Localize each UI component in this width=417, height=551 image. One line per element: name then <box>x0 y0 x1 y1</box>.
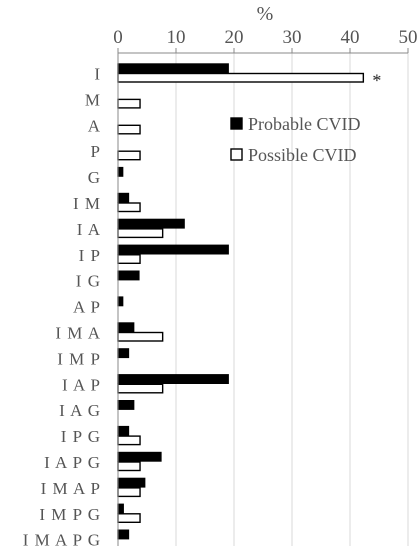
legend-label-possible: Possible CVID <box>248 145 357 165</box>
x-tick-label: 20 <box>225 27 244 48</box>
bar-probable <box>117 63 229 74</box>
category-label: I A P <box>62 375 101 394</box>
category-label: I M A <box>55 324 101 343</box>
category-label: M <box>85 90 101 109</box>
bar-possible <box>117 254 141 265</box>
bar-possible <box>117 124 141 135</box>
bar-probable <box>117 348 130 359</box>
x-tick-label: 30 <box>283 27 302 48</box>
x-tick-label: 40 <box>341 27 360 48</box>
category-label: I M <box>73 194 101 213</box>
category-label: I P G <box>61 427 101 446</box>
legend-swatch-possible <box>230 148 243 161</box>
category-label: A P <box>73 298 101 317</box>
category-label: I M A P <box>41 479 101 498</box>
bar-probable <box>117 270 140 281</box>
bar-probable <box>117 296 124 307</box>
bar-probable <box>117 425 130 436</box>
bar-probable <box>117 218 185 229</box>
bar-possible <box>117 150 141 161</box>
category-label: A <box>88 116 101 135</box>
bar-possible <box>117 487 141 498</box>
bar-possible <box>117 461 141 472</box>
category-label: I A <box>77 220 101 239</box>
category-label: P <box>91 142 101 161</box>
category-label: I A G <box>59 401 101 420</box>
bar-probable <box>117 400 135 410</box>
bar-probable <box>117 503 124 514</box>
category-label: I P <box>79 246 101 265</box>
bar-possible <box>117 513 141 523</box>
legend: Probable CVID Possible CVID <box>230 114 360 165</box>
bar-probable <box>117 166 124 177</box>
bar-probable <box>117 529 130 540</box>
legend-label-probable: Probable CVID <box>248 114 360 134</box>
bar-probable <box>117 322 135 333</box>
bar-possible <box>117 383 164 394</box>
annotations: * <box>372 71 381 91</box>
x-tick-label: 50 <box>399 27 417 48</box>
bar-probable <box>117 451 162 462</box>
bar-probable <box>117 244 229 255</box>
category-label: G <box>88 168 101 187</box>
bar-probable <box>117 477 146 488</box>
category-label: I G <box>76 272 101 291</box>
bar-possible <box>117 72 365 83</box>
category-label: I M P <box>57 349 101 368</box>
bar-possible <box>117 435 141 446</box>
category-label: I M A P G <box>23 531 101 550</box>
bar-possible <box>117 98 141 109</box>
category-label: I A P G <box>44 453 101 472</box>
gridlines <box>175 53 409 546</box>
bar-possible <box>117 331 164 342</box>
significance-marker: * <box>372 71 381 91</box>
bar-probable <box>117 192 130 203</box>
x-tick-label: 0 <box>113 27 123 48</box>
legend-swatch-probable <box>230 117 243 130</box>
bars <box>117 63 365 540</box>
x-tick-label: 10 <box>167 27 186 48</box>
category-label: I <box>94 65 101 84</box>
bar-probable <box>117 374 229 384</box>
bar-possible <box>117 228 164 239</box>
x-axis-unit-label: % <box>257 3 274 25</box>
x-axis-ticks: 0 10 20 30 40 50 <box>113 27 417 53</box>
bar-possible <box>117 202 141 213</box>
category-label: I M P G <box>39 505 101 524</box>
